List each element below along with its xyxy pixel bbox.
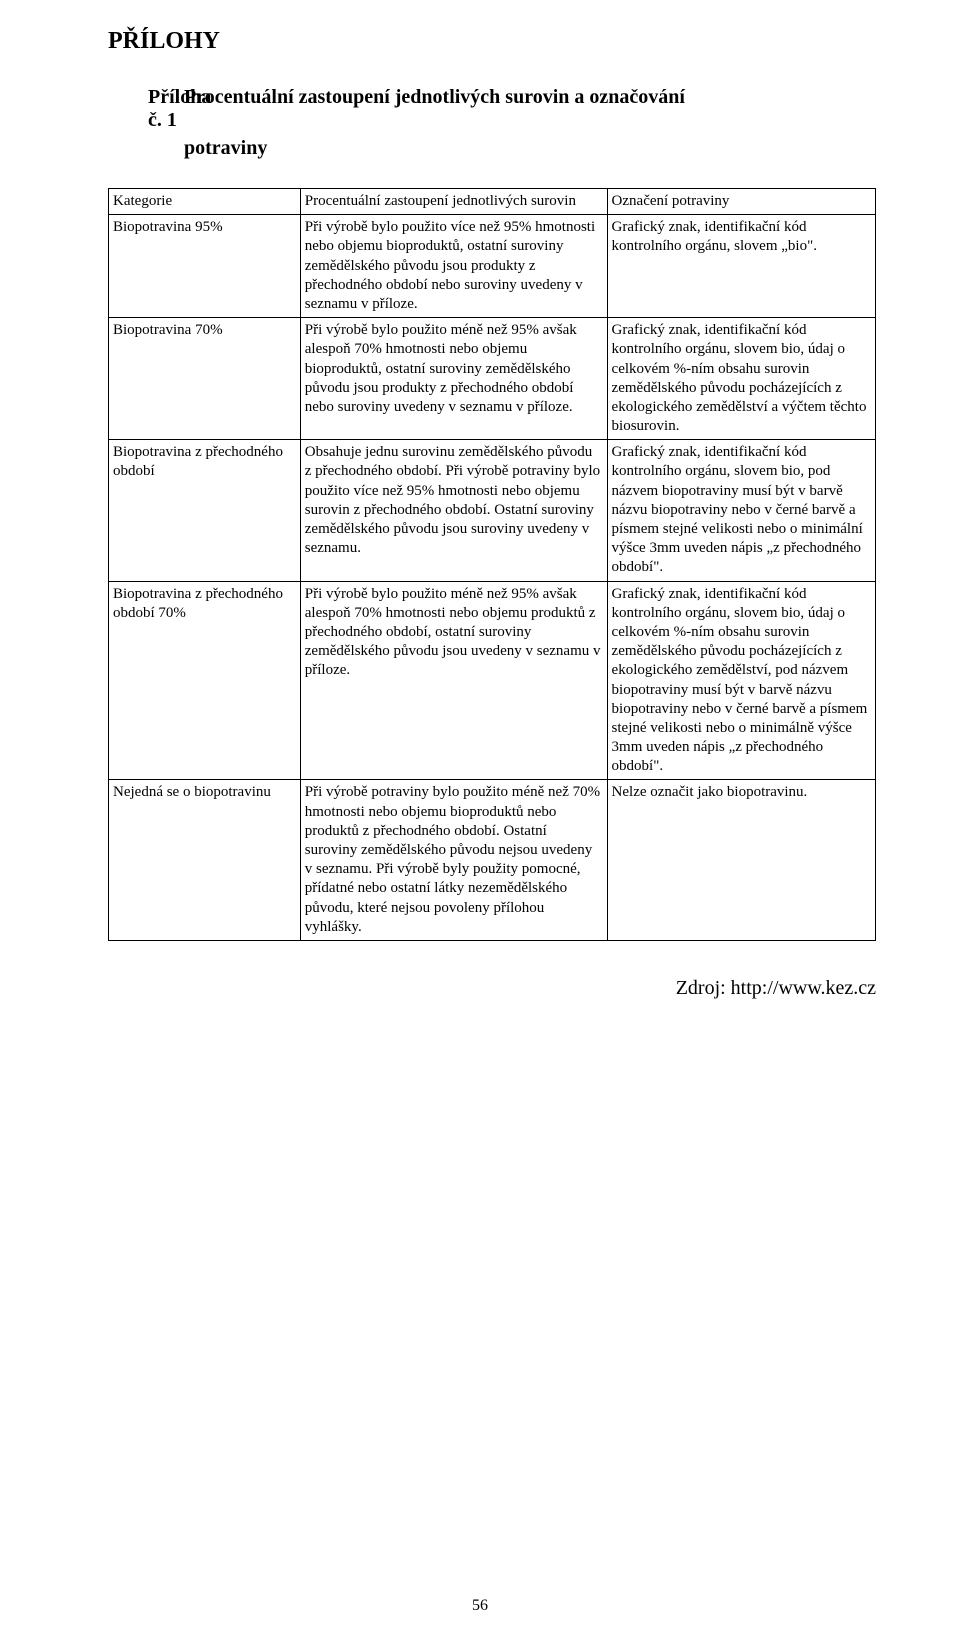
table-cell: Grafický znak, identifikační kód kontrol…	[607, 440, 875, 581]
table-cell: Biopotravina 70%	[109, 318, 301, 440]
source-text: Zdroj: http://www.kez.cz	[108, 977, 876, 1000]
table-cell: Biopotravina z přechodného období	[109, 440, 301, 581]
table-cell: Grafický znak, identifikační kód kontrol…	[607, 215, 875, 318]
table-header-cell: Označení potraviny	[607, 189, 875, 215]
attachment-title-line1: Procentuální zastoupení jednotlivých sur…	[184, 77, 685, 117]
attachment-number: Příloha č. 1	[148, 86, 184, 132]
page-number: 56	[0, 1597, 960, 1615]
attachment-title-line2: potraviny	[184, 136, 876, 160]
table-cell: Nejedná se o biopotravinu	[109, 780, 301, 941]
page-title: PŘÍLOHY	[108, 28, 876, 55]
table-cell: Biopotravina 95%	[109, 215, 301, 318]
table-header-row: Kategorie Procentuální zastoupení jednot…	[109, 189, 876, 215]
page: PŘÍLOHY Příloha č. 1 Procentuální zastou…	[0, 0, 960, 1637]
table-cell: Biopotravina z přechodného období 70%	[109, 581, 301, 780]
table-cell: Při výrobě potraviny bylo použito méně n…	[300, 780, 607, 941]
table-row: Biopotravina 70% Při výrobě bylo použito…	[109, 318, 876, 440]
data-table: Kategorie Procentuální zastoupení jednot…	[108, 188, 876, 941]
table-cell: Grafický znak, identifikační kód kontrol…	[607, 581, 875, 780]
attachment-heading: Příloha č. 1 Procentuální zastoupení jed…	[148, 77, 876, 132]
table-cell: Při výrobě bylo použito více než 95% hmo…	[300, 215, 607, 318]
table-row: Nejedná se o biopotravinu Při výrobě pot…	[109, 780, 876, 941]
table-row: Biopotravina z přechodného období Obsahu…	[109, 440, 876, 581]
table-cell: Grafický znak, identifikační kód kontrol…	[607, 318, 875, 440]
table-cell: Nelze označit jako biopotravinu.	[607, 780, 875, 941]
table-row: Biopotravina 95% Při výrobě bylo použito…	[109, 215, 876, 318]
table-cell: Při výrobě bylo použito méně než 95% avš…	[300, 581, 607, 780]
table-row: Biopotravina z přechodného období 70% Př…	[109, 581, 876, 780]
table-cell: Obsahuje jednu surovinu zemědělského pův…	[300, 440, 607, 581]
table-header-cell: Procentuální zastoupení jednotlivých sur…	[300, 189, 607, 215]
table-cell: Při výrobě bylo použito méně než 95% avš…	[300, 318, 607, 440]
table-header-cell: Kategorie	[109, 189, 301, 215]
